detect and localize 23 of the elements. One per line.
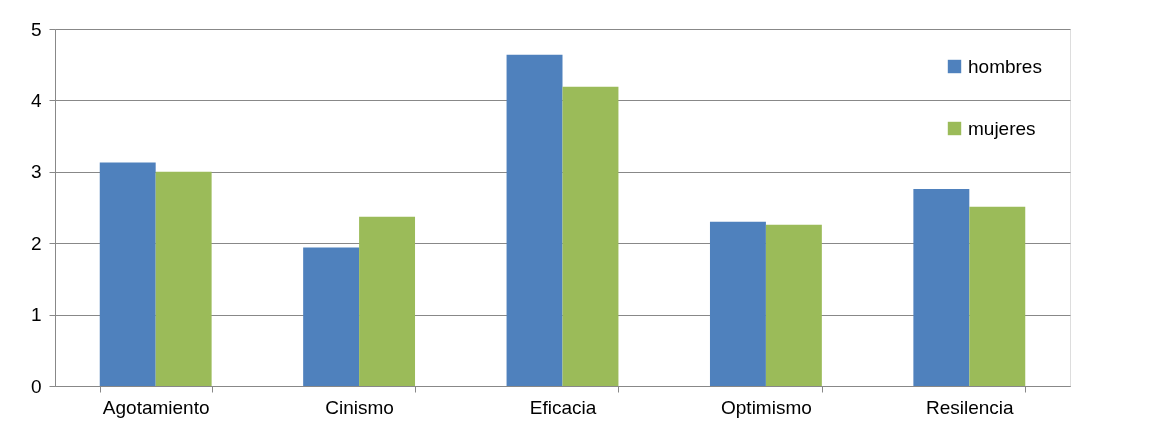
bar [506,54,563,386]
y-tick-label: 3 [30,161,42,183]
bar [359,216,416,386]
y-tick-label: 2 [30,232,42,254]
y-tick-label: 1 [30,304,42,326]
y-tick-label: 4 [30,89,42,111]
bar [969,206,1026,386]
bar [709,221,766,386]
legend-label: mujeres [968,117,1036,139]
bar [99,162,156,386]
bar [562,86,619,386]
bar [913,188,970,386]
y-tick-label: 0 [30,375,42,397]
y-tick-label: 5 [30,18,42,40]
bar [155,171,212,386]
x-tick-label: Cinismo [325,396,394,418]
x-tick-label: Optimismo [721,396,812,418]
x-tick-label: Agotamiento [102,396,210,418]
x-tick-label: Resilencia [925,396,1015,418]
legend-label: hombres [968,55,1042,77]
bar [303,247,360,386]
bar [765,224,822,386]
x-tick-label: Eficacia [529,396,597,418]
